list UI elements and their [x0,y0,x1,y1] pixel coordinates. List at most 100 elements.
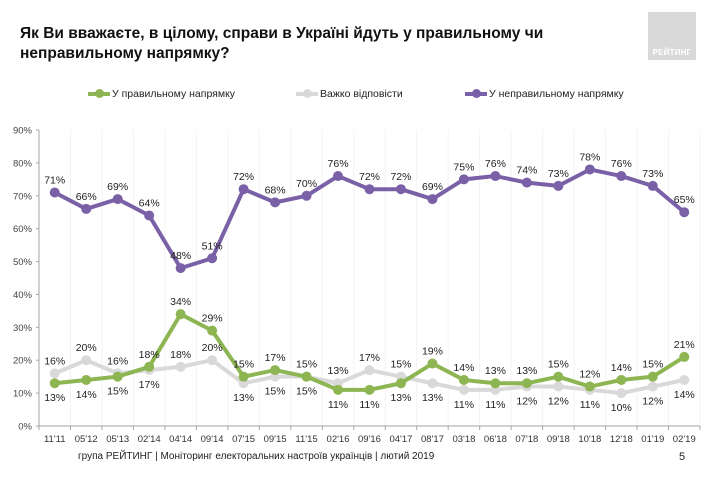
data-label: 15% [390,359,411,371]
data-point [647,371,658,382]
data-label: 14% [674,389,695,401]
data-label: 18% [139,349,160,361]
data-label: 12% [642,396,663,408]
footer-text: група РЕЙТИНГ | Моніторинг електоральних… [78,451,435,462]
data-label: 76% [485,158,506,170]
data-point [81,203,92,214]
data-label: 72% [359,171,380,183]
data-point [49,378,60,389]
data-point [647,180,658,191]
data-label: 16% [44,355,65,367]
x-tick-label: 09'14 [201,434,224,445]
data-label: 72% [233,171,254,183]
data-label: 13% [328,365,349,377]
data-label: 11% [454,399,474,411]
data-label: 73% [642,168,663,180]
data-label: 14% [76,389,97,401]
legend-swatch-purple [465,89,487,98]
data-point [427,358,438,369]
data-label: 15% [265,386,286,398]
x-tick-label: 05'13 [106,434,129,445]
data-label: 15% [107,386,128,398]
x-tick-label: 04'17 [389,434,412,445]
x-tick-label: 04'14 [169,434,192,445]
data-point [270,197,281,208]
data-label: 48% [170,250,191,262]
data-label: 14% [611,362,632,374]
data-label: 17% [359,352,380,364]
legend-swatch-gray [296,89,318,98]
data-point [81,374,92,385]
data-label: 15% [642,359,663,371]
data-label: 76% [328,158,349,170]
data-label: 13% [390,392,411,404]
data-point [301,190,312,201]
x-tick-label: 11'15 [295,434,317,445]
legend-item-hard-to-say: Важко відповісти [296,88,403,100]
legend-label: Важко відповісти [320,88,403,100]
data-label: 68% [265,184,286,196]
data-point [427,194,438,205]
data-label: 13% [516,365,537,377]
data-label: 11% [359,399,379,411]
data-label: 17% [265,352,286,364]
data-point [207,325,218,336]
data-point [458,374,469,385]
data-point [333,171,344,182]
data-label: 13% [233,392,254,404]
data-point [395,184,406,195]
data-point [427,378,438,389]
data-point [584,381,595,392]
data-point [175,263,186,274]
data-label: 13% [485,365,506,377]
data-label: 18% [170,349,191,361]
data-point [616,171,627,182]
data-point [616,374,627,385]
page-number: 5 [679,451,686,463]
data-label: 20% [202,342,223,354]
data-label: 15% [233,359,254,371]
x-tick-label: 03'18 [452,434,475,445]
data-label: 20% [76,342,97,354]
data-point [333,384,344,395]
legend-label: У правильному напрямку [112,88,236,100]
data-label: 69% [107,181,128,193]
data-point [458,174,469,185]
data-point [521,177,532,188]
y-tick-label: 20% [13,356,33,367]
rating-logo: РЕЙТИНГ [648,12,696,60]
data-point [301,371,312,382]
data-point [553,381,564,392]
data-label: 13% [422,392,443,404]
x-tick-label: 07'15 [232,434,255,445]
y-tick-label: 70% [13,191,33,202]
data-point [207,355,218,366]
data-point [364,365,375,376]
legend-swatch-green [88,89,110,98]
data-label: 19% [422,346,443,358]
data-label: 29% [202,313,223,325]
x-tick-label: 06'18 [484,434,507,445]
data-point [238,184,249,195]
data-label: 34% [170,296,191,308]
data-label: 12% [579,369,600,381]
data-label: 75% [453,161,474,173]
data-point [207,253,218,264]
data-point [458,384,469,395]
data-point [679,351,690,362]
x-tick-label: 10'18 [578,434,601,445]
data-point [490,171,501,182]
data-point [679,374,690,385]
data-label: 51% [202,240,223,252]
x-tick-label: 02'16 [327,434,350,445]
data-label: 71% [44,174,65,186]
data-point [584,164,595,175]
data-point [616,388,627,399]
data-point [647,381,658,392]
data-label: 72% [390,171,411,183]
x-tick-label: 09'15 [264,434,287,445]
legend-item-right-direction: У правильному напрямку [88,88,235,100]
data-point [364,184,375,195]
data-label: 10% [611,402,632,414]
data-label: 15% [296,386,317,398]
